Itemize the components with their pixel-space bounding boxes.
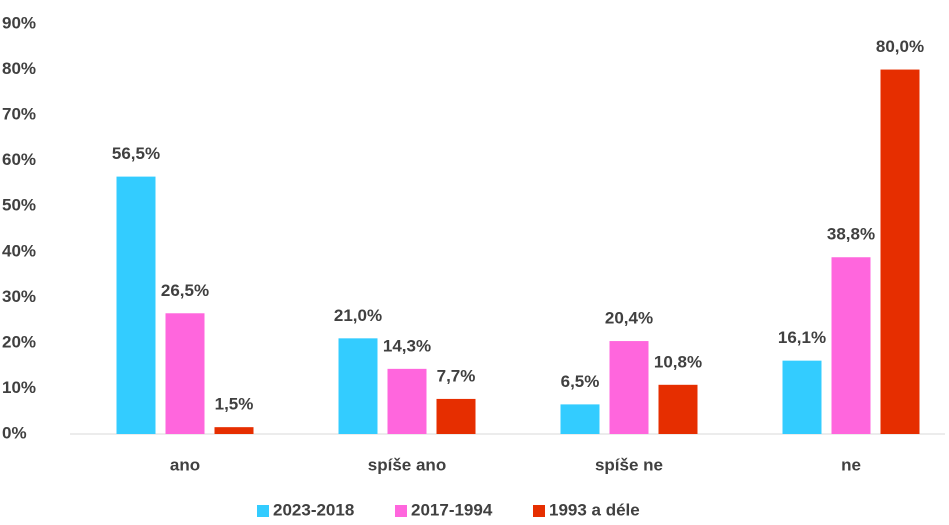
legend-swatch xyxy=(533,505,545,517)
bar xyxy=(165,313,205,434)
x-tick-label: spíše ano xyxy=(368,455,446,474)
value-label: 14,3% xyxy=(383,336,431,355)
bar xyxy=(387,368,427,434)
value-label: 10,8% xyxy=(654,352,702,371)
value-label: 38,8% xyxy=(827,225,875,244)
y-tick-label: 0% xyxy=(2,423,27,442)
value-label: 56,5% xyxy=(112,144,160,163)
value-label: 80,0% xyxy=(876,37,924,56)
legend-label: 2017-1994 xyxy=(411,500,493,519)
bar xyxy=(214,427,254,434)
value-label: 21,0% xyxy=(334,306,382,325)
bar xyxy=(436,398,476,434)
x-tick-label: ano xyxy=(170,455,200,474)
y-tick-label: 20% xyxy=(2,332,36,351)
x-tick-label: spíše ne xyxy=(595,455,663,474)
bar xyxy=(609,341,649,434)
y-tick-label: 70% xyxy=(2,105,36,124)
y-tick-label: 30% xyxy=(2,287,36,306)
value-label: 16,1% xyxy=(778,328,826,347)
y-tick-label: 10% xyxy=(2,378,36,397)
value-label: 6,5% xyxy=(561,372,600,391)
value-label: 20,4% xyxy=(605,309,653,328)
y-tick-label: 60% xyxy=(2,150,36,169)
legend-label: 2023-2018 xyxy=(273,500,354,519)
bar xyxy=(338,338,378,434)
x-tick-label: ne xyxy=(841,455,861,474)
bar xyxy=(116,176,156,434)
bar xyxy=(831,257,871,434)
value-label: 1,5% xyxy=(215,395,254,414)
value-label: 7,7% xyxy=(437,366,476,385)
legend-swatch xyxy=(257,505,269,517)
value-label: 26,5% xyxy=(161,281,209,300)
legend-label: 1993 a déle xyxy=(549,500,640,519)
legend-swatch xyxy=(395,505,407,517)
y-tick-label: 40% xyxy=(2,241,36,260)
bar xyxy=(560,404,600,434)
bar xyxy=(880,69,920,435)
y-tick-label: 80% xyxy=(2,59,36,78)
bar xyxy=(658,384,698,434)
bar xyxy=(782,360,822,434)
y-tick-label: 90% xyxy=(2,13,36,32)
y-tick-label: 50% xyxy=(2,196,36,215)
